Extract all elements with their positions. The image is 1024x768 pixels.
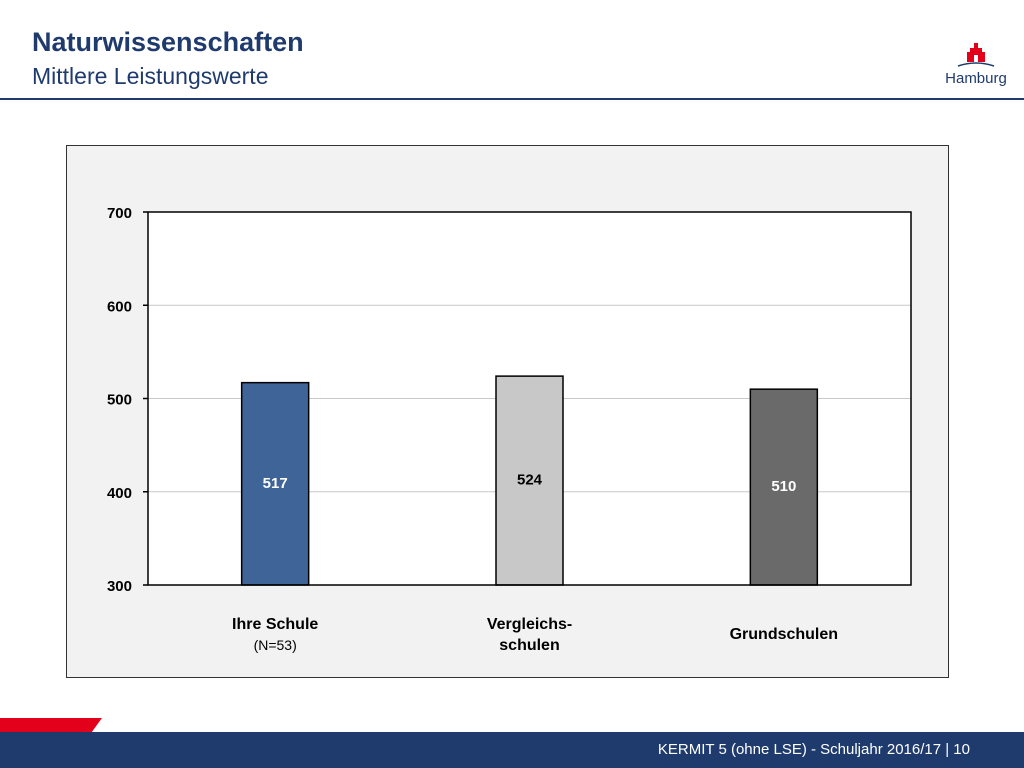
y-tick-label: 500 — [107, 392, 132, 409]
chart-panel: 300 400 500 600 700 517 Ihre Schule (N=53) 524 Ve… — [66, 145, 949, 678]
category-label: Grundschulen — [730, 626, 838, 643]
y-tick-label: 300 — [107, 578, 132, 595]
footer-bar — [0, 732, 1024, 768]
bar — [495, 375, 564, 586]
category-label: schulen — [499, 637, 559, 654]
page-title: Naturwissenschaften — [32, 27, 304, 57]
bar-value-label: 524 — [517, 472, 543, 489]
bar — [749, 388, 819, 586]
y-tick-label: 400 — [107, 485, 132, 502]
bar-chart: 300 400 500 600 700 517 Ihre Schule (N=53) 524 Ve… — [107, 205, 912, 654]
category-label: Ihre Schule — [232, 616, 318, 633]
hamburg-logo: Hamburg — [936, 40, 1016, 96]
plot-frame — [147, 211, 912, 586]
y-tick-label: 700 — [107, 205, 132, 222]
y-tick-label: 600 — [107, 298, 132, 315]
bar-value-label: 517 — [263, 475, 288, 492]
category-label: (N=53) — [254, 637, 297, 653]
header-divider — [0, 98, 1024, 100]
bar-value-label: 510 — [771, 478, 796, 495]
castle-icon — [957, 43, 995, 67]
bar — [240, 381, 310, 586]
page-subtitle: Mittlere Leistungswerte — [32, 63, 269, 89]
category-label: Vergleichs- — [487, 616, 572, 633]
logo-text: Hamburg — [945, 70, 1007, 87]
footer-text: KERMIT 5 (ohne LSE) - Schuljahr 2016/17 … — [657, 741, 970, 758]
